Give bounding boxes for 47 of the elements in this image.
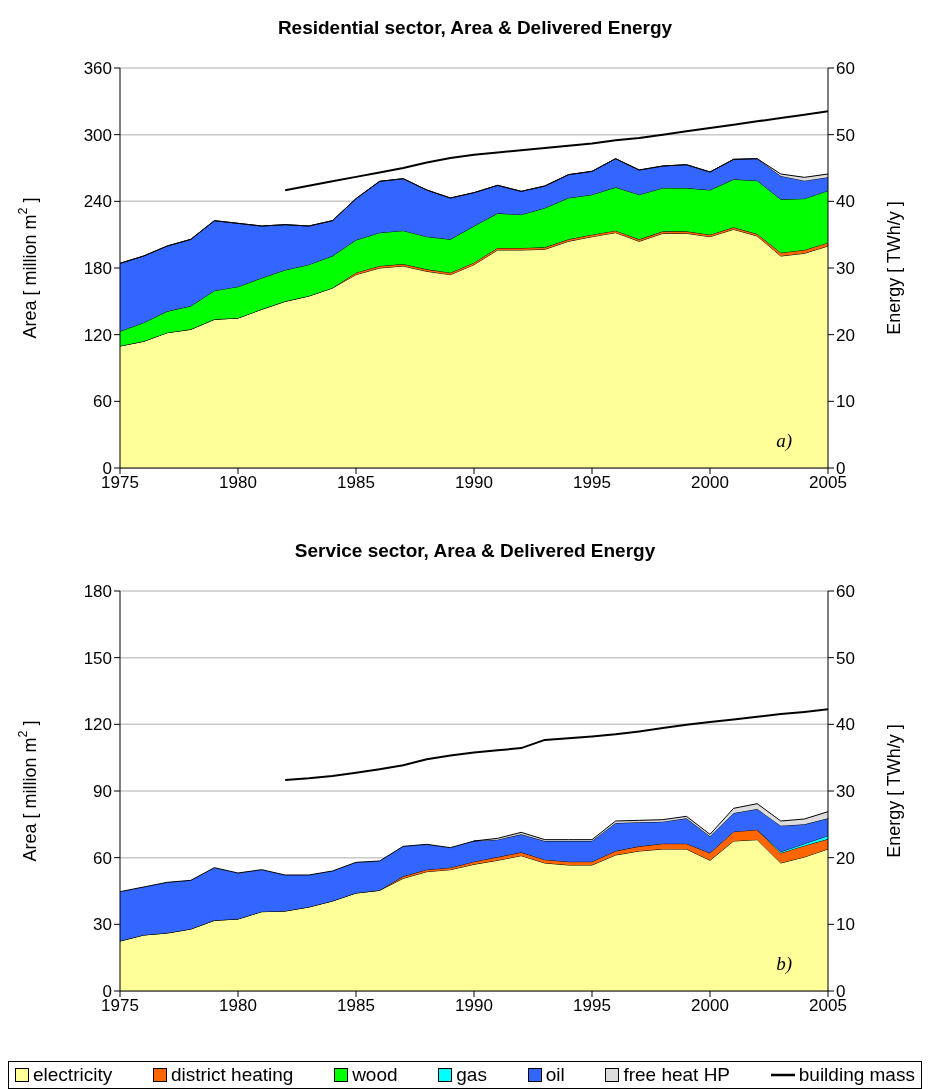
y2-axis-title: Energy [ TWh/y ] (884, 724, 904, 858)
x-tick-label: 1985 (337, 473, 375, 493)
y2-tick-label: 50 (836, 125, 855, 145)
y-tick-label: 30 (93, 915, 112, 935)
y2-tick-label: 30 (836, 259, 855, 279)
annotation: b) (776, 953, 792, 975)
y-tick-label: 360 (83, 59, 112, 79)
legend-label: free heat HP (623, 1064, 731, 1086)
y-tick-label: 180 (83, 582, 112, 602)
chart-title: Service sector, Area & Delivered Energy (293, 539, 657, 563)
x-tick-label: 1980 (219, 473, 257, 493)
y2-tick-label: 40 (836, 192, 855, 212)
y-tick-label: 120 (83, 325, 112, 345)
y2-tick-label: 20 (836, 848, 855, 868)
legend-label: electricity (33, 1064, 113, 1086)
y2-tick-label: 20 (836, 325, 855, 345)
x-tick-label: 2000 (691, 996, 729, 1016)
y2-tick-label: 10 (836, 915, 855, 935)
y-tick-label: 90 (93, 782, 112, 802)
chart-title: Residential sector, Area & Delivered Energy (276, 16, 674, 40)
y-tick-label: 180 (83, 259, 112, 279)
y-tick-label: 300 (83, 125, 112, 145)
y2-tick-label: 60 (836, 582, 855, 602)
y2-axis-title: Energy [ TWh/y ] (884, 201, 904, 335)
legend-label: oil (545, 1064, 565, 1086)
y-tick-label: 60 (93, 392, 112, 412)
legend-label: gas (456, 1064, 487, 1086)
y2-tick-label: 30 (836, 782, 855, 802)
x-tick-label: 1990 (455, 996, 493, 1016)
legend-label: district heating (170, 1064, 294, 1086)
x-tick-label: 1985 (337, 996, 375, 1016)
x-tick-label: 1995 (573, 473, 611, 493)
y2-tick-label: 50 (836, 648, 855, 668)
x-tick-label: 2000 (691, 473, 729, 493)
x-tick-label: 1980 (219, 996, 257, 1016)
legend-label: wood (352, 1064, 398, 1086)
x-tick-label: 1995 (573, 996, 611, 1016)
y2-tick-label: 40 (836, 715, 855, 735)
y-tick-label: 240 (83, 192, 112, 212)
x-tick-label: 1990 (455, 473, 493, 493)
legend-label: building mass (798, 1064, 915, 1086)
annotation: a) (776, 430, 792, 452)
y-tick-label: 120 (83, 715, 112, 735)
y2-tick-label: 10 (836, 392, 855, 412)
y2-tick-label: 60 (836, 59, 855, 79)
y-tick-label: 60 (93, 848, 112, 868)
y-tick-label: 150 (83, 648, 112, 668)
